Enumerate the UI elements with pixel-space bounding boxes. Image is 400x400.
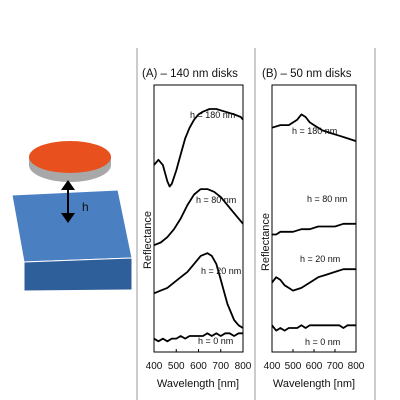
- substrate-front-face: [23, 257, 133, 292]
- panel-a-label-h80: h = 80 nm: [196, 195, 236, 205]
- panel-b-title: (B) – 50 nm disks: [262, 68, 352, 80]
- panel-b-label-h0: h = 0 nm: [305, 337, 340, 347]
- panel-a-label-h20: h = 20 nm: [201, 266, 241, 276]
- panel-b-label-h180: h = 180 nm: [292, 126, 337, 136]
- panel-a-title: (A) – 140 nm disks: [142, 68, 238, 80]
- schematic: h: [11, 141, 133, 292]
- panel-b-series-3: [271, 324, 356, 332]
- substrate-top-face: [11, 189, 133, 263]
- panel-a-curves: [153, 108, 244, 343]
- panel-a-xtick-label-4: 800: [235, 361, 252, 372]
- panel-b-xtick-label-2: 600: [306, 361, 323, 372]
- panel-a-xlabel: Wavelength [nm]: [157, 378, 239, 390]
- panel-a-label-h180: h = 180 nm: [190, 110, 235, 120]
- panel-b-curves: [271, 113, 357, 332]
- disk-top: [29, 141, 111, 173]
- gap-label: h: [82, 200, 89, 214]
- panel-a-ylabel: Reflectance: [142, 211, 154, 269]
- panel-b-series-0: [271, 113, 357, 142]
- panel-b: (B) – 50 nm disks Reflectance h = 180 nm…: [254, 48, 376, 400]
- panel-b-xlabel: Wavelength [nm]: [273, 378, 355, 390]
- panel-a-plot-frame: [153, 84, 244, 353]
- panel-a-xticks: 400 500 600 700 800: [146, 349, 252, 372]
- gap-arrow-head-down: [61, 213, 75, 223]
- panel-b-label-h80: h = 80 nm: [307, 194, 347, 204]
- panel-b-ylabel: Reflectance: [260, 213, 272, 271]
- panel-b-label-h20: h = 20 nm: [300, 254, 340, 264]
- panel-b-series-1: [272, 222, 356, 236]
- panel-b-xtick-label-4: 800: [348, 361, 365, 372]
- panel-a-label-h0: h = 0 nm: [198, 336, 233, 346]
- panel-a: (A) – 140 nm disks Reflectance h = 180 n…: [136, 48, 252, 400]
- panel-a-xtick-label-1: 500: [168, 361, 185, 372]
- panel-a-series-1: [153, 188, 244, 247]
- gap-arrow-head-up: [61, 180, 75, 190]
- panel-a-xtick-label-0: 400: [146, 361, 163, 372]
- panel-b-xticks: 400 500 600 700 800: [264, 349, 365, 372]
- panel-a-xtick-label-2: 600: [190, 361, 207, 372]
- panel-a-xtick-label-3: 700: [212, 361, 229, 372]
- panel-a-series-2: [153, 252, 244, 329]
- panel-b-series-2: [271, 268, 356, 292]
- panel-b-xtick-label-0: 400: [264, 361, 281, 372]
- panel-a-series-0: [153, 108, 244, 188]
- panel-b-xtick-label-1: 500: [285, 361, 302, 372]
- panel-a-series-3: [153, 332, 243, 343]
- panel-b-xtick-label-3: 700: [327, 361, 344, 372]
